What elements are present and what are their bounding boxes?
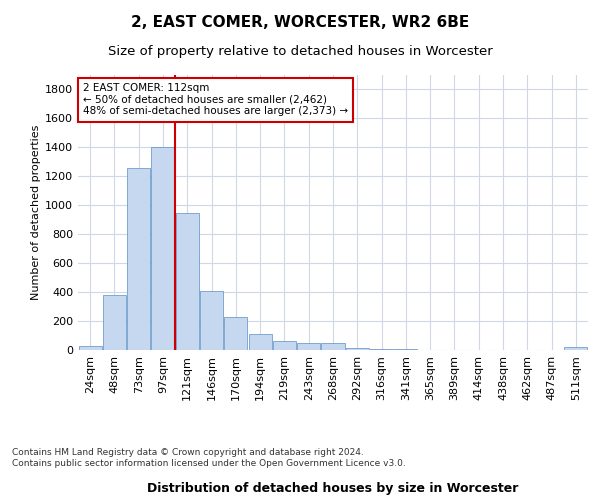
Bar bbox=[370, 348, 393, 350]
Text: Contains HM Land Registry data © Crown copyright and database right 2024.
Contai: Contains HM Land Registry data © Crown c… bbox=[12, 448, 406, 468]
Bar bbox=[297, 343, 320, 350]
Bar bbox=[103, 295, 126, 350]
Bar bbox=[565, 347, 587, 350]
Bar bbox=[151, 148, 175, 350]
Bar bbox=[346, 348, 369, 350]
Y-axis label: Number of detached properties: Number of detached properties bbox=[31, 125, 41, 300]
Bar bbox=[176, 212, 199, 350]
Bar bbox=[200, 290, 223, 350]
Bar bbox=[127, 168, 150, 350]
Text: 2, EAST COMER, WORCESTER, WR2 6BE: 2, EAST COMER, WORCESTER, WR2 6BE bbox=[131, 15, 469, 30]
Bar bbox=[224, 316, 247, 350]
Bar bbox=[273, 340, 296, 350]
Bar bbox=[79, 346, 101, 350]
Text: 2 EAST COMER: 112sqm
← 50% of detached houses are smaller (2,462)
48% of semi-de: 2 EAST COMER: 112sqm ← 50% of detached h… bbox=[83, 83, 348, 116]
Text: Size of property relative to detached houses in Worcester: Size of property relative to detached ho… bbox=[107, 45, 493, 58]
Bar bbox=[322, 344, 344, 350]
Bar bbox=[248, 334, 272, 350]
Text: Distribution of detached houses by size in Worcester: Distribution of detached houses by size … bbox=[148, 482, 518, 495]
